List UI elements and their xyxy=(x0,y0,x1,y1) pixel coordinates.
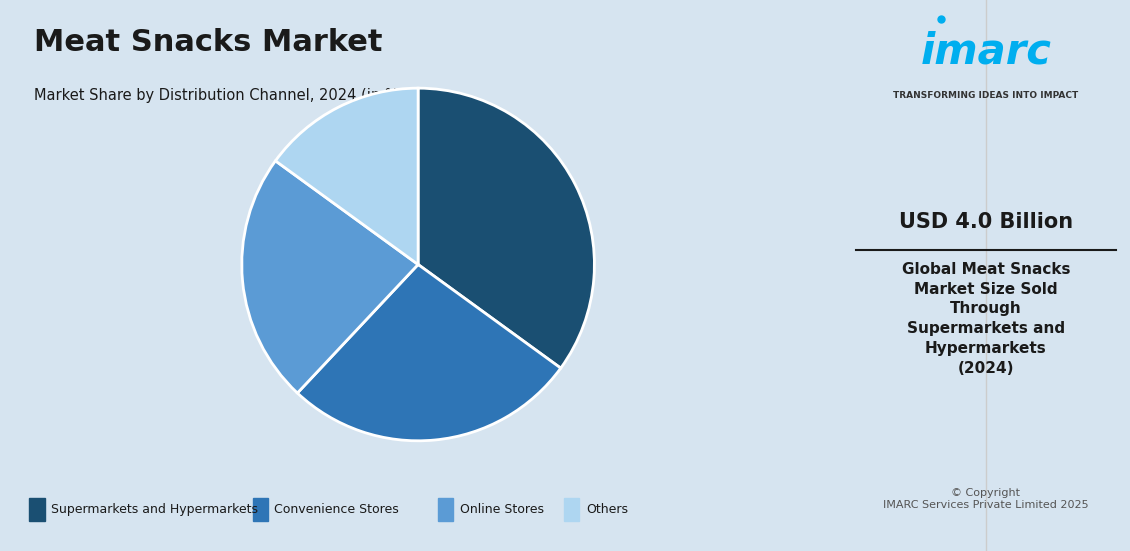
Text: Convenience Stores: Convenience Stores xyxy=(275,503,399,516)
Bar xyxy=(29,498,44,521)
Bar xyxy=(564,498,580,521)
Bar xyxy=(253,498,268,521)
Text: TRANSFORMING IDEAS INTO IMPACT: TRANSFORMING IDEAS INTO IMPACT xyxy=(894,91,1078,100)
Wedge shape xyxy=(418,88,594,368)
Wedge shape xyxy=(242,161,418,393)
Text: Market Share by Distribution Channel, 2024 (in %): Market Share by Distribution Channel, 20… xyxy=(34,88,403,103)
Text: Supermarkets and Hypermarkets: Supermarkets and Hypermarkets xyxy=(51,503,259,516)
Text: Online Stores: Online Stores xyxy=(460,503,544,516)
Text: USD 4.0 Billion: USD 4.0 Billion xyxy=(898,212,1074,232)
Wedge shape xyxy=(276,88,418,264)
Wedge shape xyxy=(297,264,560,441)
Bar xyxy=(437,498,453,521)
Text: imarc: imarc xyxy=(921,30,1051,72)
Text: Global Meat Snacks
Market Size Sold
Through
Supermarkets and
Hypermarkets
(2024): Global Meat Snacks Market Size Sold Thro… xyxy=(902,262,1070,376)
Text: Meat Snacks Market: Meat Snacks Market xyxy=(34,28,382,57)
Text: © Copyright
IMARC Services Private Limited 2025: © Copyright IMARC Services Private Limit… xyxy=(884,488,1088,510)
Text: Others: Others xyxy=(586,503,628,516)
